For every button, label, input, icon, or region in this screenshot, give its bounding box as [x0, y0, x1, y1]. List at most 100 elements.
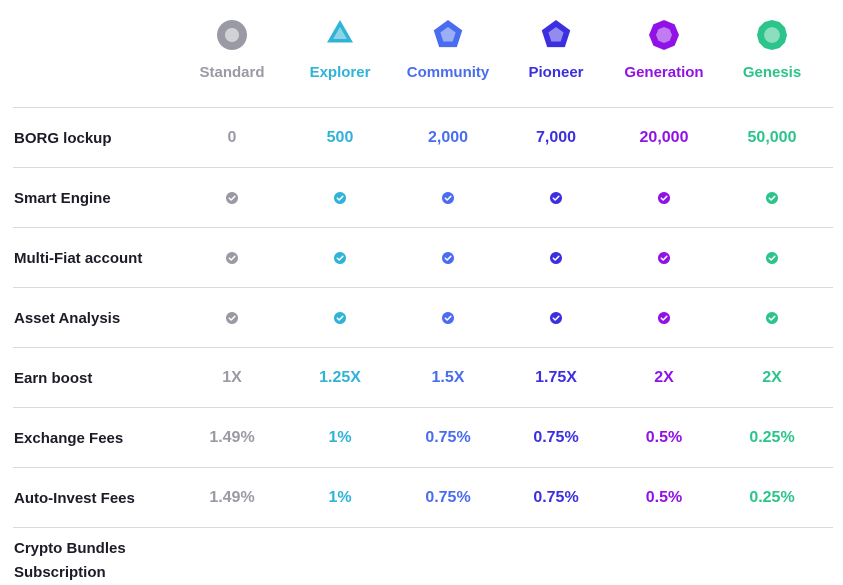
value-cell: 1.75X	[535, 369, 577, 386]
check-circle-icon	[658, 192, 670, 204]
tier-column-generation: Generation	[610, 18, 718, 81]
last-row-label: Crypto Bundles Subscription	[14, 540, 126, 581]
check-circle-icon	[766, 252, 778, 264]
value-cell: 0.25%	[749, 429, 795, 446]
value-cell: 0.25%	[749, 489, 795, 506]
check-circle-icon	[550, 252, 562, 264]
row-divider	[13, 167, 833, 168]
tier-column-genesis: Genesis	[718, 18, 826, 81]
check-cell	[610, 168, 718, 228]
check-circle-icon	[334, 192, 346, 204]
value-cell: 1.49%	[209, 429, 255, 446]
row-divider	[13, 227, 833, 228]
value-cell: 20,000	[639, 129, 689, 146]
check-cell	[394, 228, 502, 288]
row-label: Asset Analysis	[14, 309, 121, 327]
tier-name: Generation	[624, 64, 704, 81]
check-cell	[394, 288, 502, 348]
row-label: Auto-Invest Fees	[14, 489, 135, 507]
community-tier-icon	[433, 20, 463, 48]
row-divider	[13, 467, 833, 468]
row-label: Smart Engine	[14, 189, 111, 207]
value-cell: 0.75%	[425, 429, 471, 446]
tier-header: Standard Explorer Community Pioneer Generati…	[0, 0, 843, 107]
explorer-tier-icon	[327, 20, 353, 43]
value-cell: 0.5%	[645, 489, 683, 506]
value-cell: 1.5X	[431, 369, 465, 386]
value-cell: 1.25X	[319, 369, 361, 386]
check-cell	[286, 168, 394, 228]
check-cell	[502, 288, 610, 348]
check-circle-icon	[334, 252, 346, 264]
row-divider	[13, 407, 833, 408]
check-circle-icon	[442, 312, 454, 324]
check-cell	[610, 288, 718, 348]
value-cell: 2,000	[427, 129, 469, 146]
check-cell	[394, 168, 502, 228]
check-circle-icon	[334, 312, 346, 324]
check-cell	[286, 288, 394, 348]
check-cell	[718, 168, 826, 228]
table-row: Asset Analysis	[0, 288, 843, 348]
check-circle-icon	[442, 252, 454, 264]
tier-column-pioneer: Pioneer	[502, 18, 610, 81]
check-cell	[502, 228, 610, 288]
table-row: Auto-Invest Fees 1.49% 1% 0.75% 0.75% 0.5% 0.2…	[0, 468, 843, 528]
value-cell: 50,000	[747, 129, 797, 146]
row-divider	[13, 287, 833, 288]
check-circle-icon	[658, 312, 670, 324]
check-cell	[610, 228, 718, 288]
check-cell	[718, 228, 826, 288]
check-circle-icon	[766, 192, 778, 204]
check-circle-icon	[550, 192, 562, 204]
check-cell	[178, 228, 286, 288]
tier-name: Pioneer	[528, 64, 584, 81]
check-cell	[178, 168, 286, 228]
check-circle-icon	[550, 312, 562, 324]
tier-column-community: Community	[394, 18, 502, 81]
value-cell: 0	[227, 129, 237, 146]
value-cell: 7,000	[535, 129, 577, 146]
value-cell: 0.75%	[533, 489, 579, 506]
row-label: Exchange Fees	[14, 429, 124, 447]
row-divider	[13, 107, 833, 108]
table-row: Multi-Fiat account	[0, 228, 843, 288]
check-circle-icon	[766, 312, 778, 324]
check-cell	[178, 288, 286, 348]
check-cell	[286, 228, 394, 288]
table-row: Earn boost 1X 1.25X 1.5X 1.75X 2X 2X	[0, 348, 843, 408]
value-cell: 1X	[222, 369, 242, 386]
value-cell: 1%	[328, 429, 352, 446]
check-circle-icon	[658, 252, 670, 264]
value-cell: 2X	[762, 369, 782, 386]
tier-name: Explorer	[309, 64, 371, 81]
value-cell: 1%	[328, 489, 352, 506]
check-circle-icon	[442, 192, 454, 204]
value-cell: 0.75%	[425, 489, 471, 506]
row-divider	[13, 347, 833, 348]
value-cell: 0.5%	[645, 429, 683, 446]
value-cell: 500	[326, 129, 354, 146]
value-cell: 1.49%	[209, 489, 255, 506]
check-cell	[718, 288, 826, 348]
table-row: Exchange Fees 1.49% 1% 0.75% 0.75% 0.5% 0.25%	[0, 408, 843, 468]
value-cell: 0.75%	[533, 429, 579, 446]
check-circle-icon	[226, 312, 238, 324]
row-divider	[13, 527, 833, 528]
generation-tier-icon	[649, 20, 679, 50]
genesis-tier-icon	[757, 20, 787, 50]
row-label: Earn boost	[14, 369, 93, 387]
table-row: BORG lockup 0 500 2,000 7,000 20,000 50,000	[0, 108, 843, 168]
tier-name: Community	[406, 64, 490, 81]
check-cell	[502, 168, 610, 228]
check-circle-icon	[226, 192, 238, 204]
row-label: Multi-Fiat account	[14, 249, 143, 267]
table-row: Smart Engine	[0, 168, 843, 228]
pioneer-tier-icon	[541, 20, 571, 48]
tier-column-standard: Standard	[178, 18, 286, 81]
tier-name: Genesis	[742, 64, 802, 81]
tier-name: Standard	[199, 64, 265, 81]
standard-tier-icon	[217, 20, 247, 50]
check-circle-icon	[226, 252, 238, 264]
tier-column-explorer: Explorer	[286, 18, 394, 81]
